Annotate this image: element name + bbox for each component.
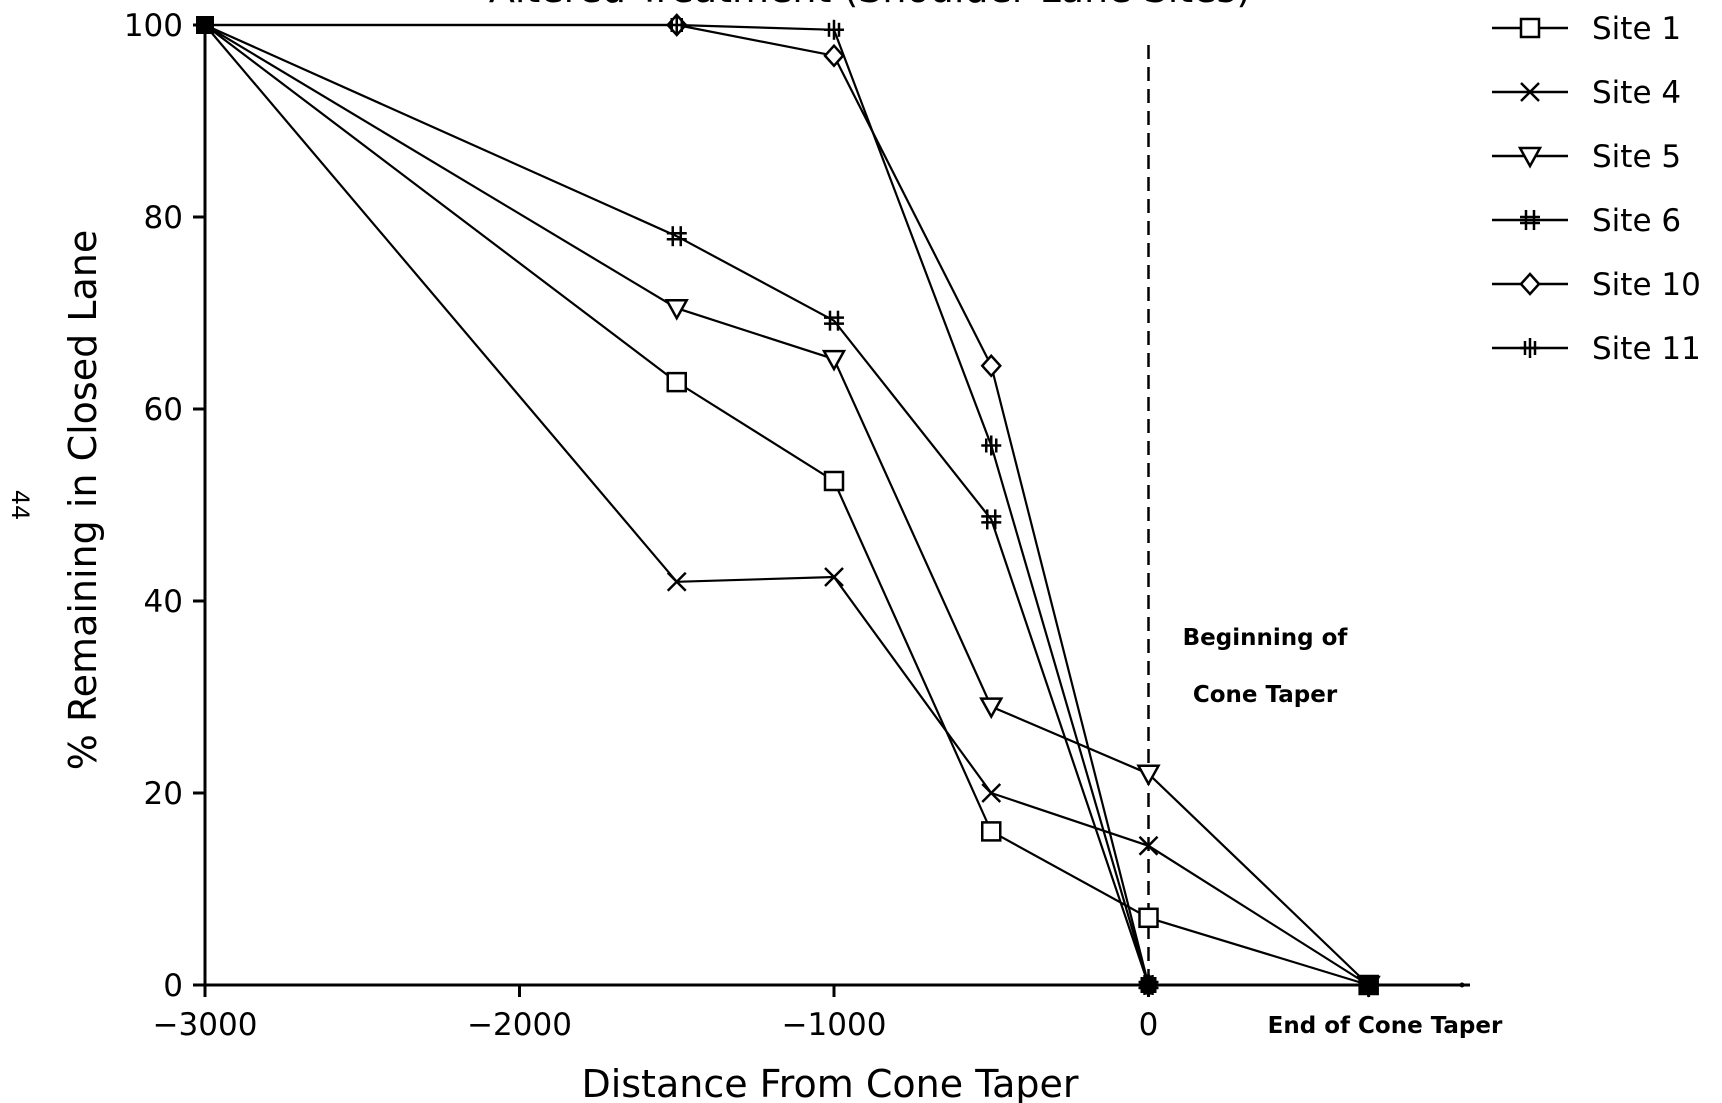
x-axis-end-mark	[1459, 982, 1465, 988]
legend-marker-site-5	[1517, 146, 1543, 169]
x-tick-label: −2000	[467, 1007, 572, 1043]
series-line-site-6	[204, 23, 1150, 986]
data-point-site-4	[981, 783, 1002, 803]
legend-item-site-5: Site 5	[1492, 139, 1681, 175]
legend-marker-site-10	[1519, 272, 1541, 296]
data-point-site-5	[1136, 764, 1161, 787]
y-tick-label: 100	[124, 8, 183, 44]
axes	[193, 22, 1470, 987]
data-point-site-5	[821, 349, 847, 372]
y-tick-label: 0	[163, 968, 183, 1004]
data-point-site-1	[666, 371, 687, 393]
data-point-site-1	[823, 470, 845, 492]
data-point-site-6	[981, 509, 1002, 530]
data-point-origin-cluster	[1140, 977, 1157, 993]
legend-marker-site-11	[1520, 338, 1540, 358]
page-number: 44	[6, 490, 34, 521]
data-point-site-11	[981, 435, 1002, 456]
data-point-site-1	[1138, 907, 1159, 929]
legend: Site 1 Site 4 Site 5 Site 6 Site 10 Site 11	[1492, 11, 1701, 367]
data-point-site-11	[666, 15, 687, 35]
y-axis-title: % Remaining in Closed Lane	[61, 230, 105, 770]
legend-label: Site 4	[1592, 75, 1681, 111]
legend-label: Site 10	[1592, 267, 1701, 303]
data-point-site-11	[824, 19, 844, 40]
annotation-beginning-of: Beginning of	[1183, 625, 1349, 651]
legend-item-site-4: Site 4	[1492, 75, 1681, 111]
series-line-site-1	[204, 24, 1369, 987]
data-point-site-5	[664, 298, 689, 321]
data-point-site-6	[666, 226, 687, 247]
x-tick-label: −3000	[153, 1007, 258, 1043]
legend-label: Site 6	[1592, 203, 1681, 239]
legend-item-site-1: Site 1	[1492, 11, 1681, 47]
legend-label: Site 11	[1592, 331, 1701, 367]
data-point-site-1	[981, 821, 1002, 842]
x-tick-label: 0	[1139, 1007, 1159, 1043]
x-axis-title: Distance From Cone Taper	[581, 1062, 1078, 1103]
data-point-site-4	[666, 571, 687, 592]
series-line-site-4	[204, 24, 1370, 986]
series-line-site-5	[204, 24, 1370, 986]
data-point-site-6	[824, 310, 844, 331]
annotation-cone-taper: Cone Taper	[1193, 682, 1338, 708]
data-point-site-4	[1138, 835, 1159, 856]
legend-item-site-6: Site 6	[1492, 203, 1681, 239]
y-tick-label: 60	[144, 392, 183, 428]
data-point-end	[1358, 975, 1379, 995]
annotation-end-of-cone-taper: End of Cone Taper	[1268, 1013, 1503, 1039]
y-tick-label: 80	[144, 200, 183, 236]
legend-marker-site-4	[1520, 82, 1540, 102]
y-tick-label: 40	[144, 584, 183, 620]
chart-title: Altered Treatment (Shoulder Lane Sites)	[489, 0, 1251, 11]
data-point-site-10	[823, 43, 845, 68]
legend-marker-site-1	[1519, 17, 1541, 39]
data-point-site-5	[979, 697, 1004, 720]
legend-item-site-11: Site 11	[1492, 331, 1701, 367]
data-point-start	[196, 16, 214, 34]
data-point-site-10	[980, 353, 1002, 378]
x-tick-label: −1000	[782, 1007, 887, 1043]
legend-label: Site 1	[1592, 11, 1681, 47]
legend-item-site-10: Site 10	[1492, 267, 1701, 303]
legend-marker-site-6	[1520, 210, 1540, 230]
y-tick-label: 20	[144, 776, 183, 812]
data-point-site-4	[824, 567, 844, 587]
legend-label: Site 5	[1592, 139, 1681, 175]
